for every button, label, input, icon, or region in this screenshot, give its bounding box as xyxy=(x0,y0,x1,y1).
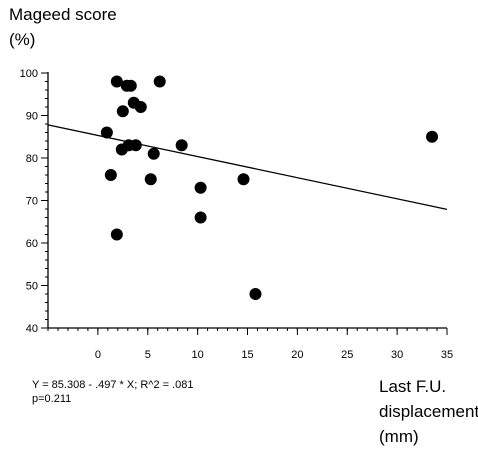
data-point xyxy=(194,181,207,194)
data-point xyxy=(134,101,147,113)
y-tick-label: 90 xyxy=(26,111,38,123)
x-axis-label-line-3: (mm) xyxy=(379,427,419,446)
y-tick-label: 80 xyxy=(26,153,38,165)
y-axis-label-line-1: Mageed score xyxy=(9,5,117,24)
x-axis-label-line-1: Last F.U. xyxy=(379,377,447,396)
p-value: p=0.211 xyxy=(32,393,72,405)
data-points xyxy=(100,75,439,300)
x-tick-label: 0 xyxy=(95,349,101,361)
data-point xyxy=(129,139,142,152)
axes: 40 50 60 70 80 90 100 0 5 10 15 20 25 30 35 xyxy=(20,68,453,361)
x-tick-label: 25 xyxy=(341,349,353,361)
y-tick-label: 60 xyxy=(26,238,38,250)
x-tick-label: 5 xyxy=(145,349,151,361)
y-axis-label: Mageed score (%) xyxy=(9,2,117,52)
data-point xyxy=(104,169,117,181)
data-point xyxy=(249,288,262,300)
data-point xyxy=(144,173,157,186)
x-axis-label-line-2: displacement xyxy=(379,402,478,421)
y-tick-label: 100 xyxy=(20,68,38,80)
data-point xyxy=(153,75,166,88)
x-tick-label: 10 xyxy=(192,349,204,361)
y-axis-label-line-2: (%) xyxy=(9,30,36,49)
x-tick-label: 30 xyxy=(391,349,403,361)
y-tick-label: 70 xyxy=(26,196,38,208)
data-point xyxy=(237,173,250,186)
x-tick-label: 15 xyxy=(241,349,253,361)
data-point xyxy=(110,228,123,241)
x-tick-label: 35 xyxy=(441,349,453,361)
data-point xyxy=(124,79,137,92)
regression-line-group xyxy=(47,124,448,211)
x-tick-label: 20 xyxy=(291,349,303,361)
x-axis-label: Last F.U. displacement (mm) xyxy=(379,374,478,449)
y-tick-label: 50 xyxy=(26,281,38,293)
data-point xyxy=(426,130,439,143)
y-tick-label: 40 xyxy=(26,323,38,335)
data-point xyxy=(194,211,207,224)
data-point xyxy=(116,105,129,118)
regression-equation: Y = 85.308 - .497 * X; R^2 = .081 xyxy=(32,379,194,391)
data-point xyxy=(100,126,113,139)
data-point xyxy=(110,75,123,88)
data-point xyxy=(147,147,160,160)
regression-line xyxy=(47,124,448,211)
regression-annotation: Y = 85.308 - .497 * X; R^2 = .081 p=0.21… xyxy=(32,378,194,406)
data-point xyxy=(175,139,188,152)
